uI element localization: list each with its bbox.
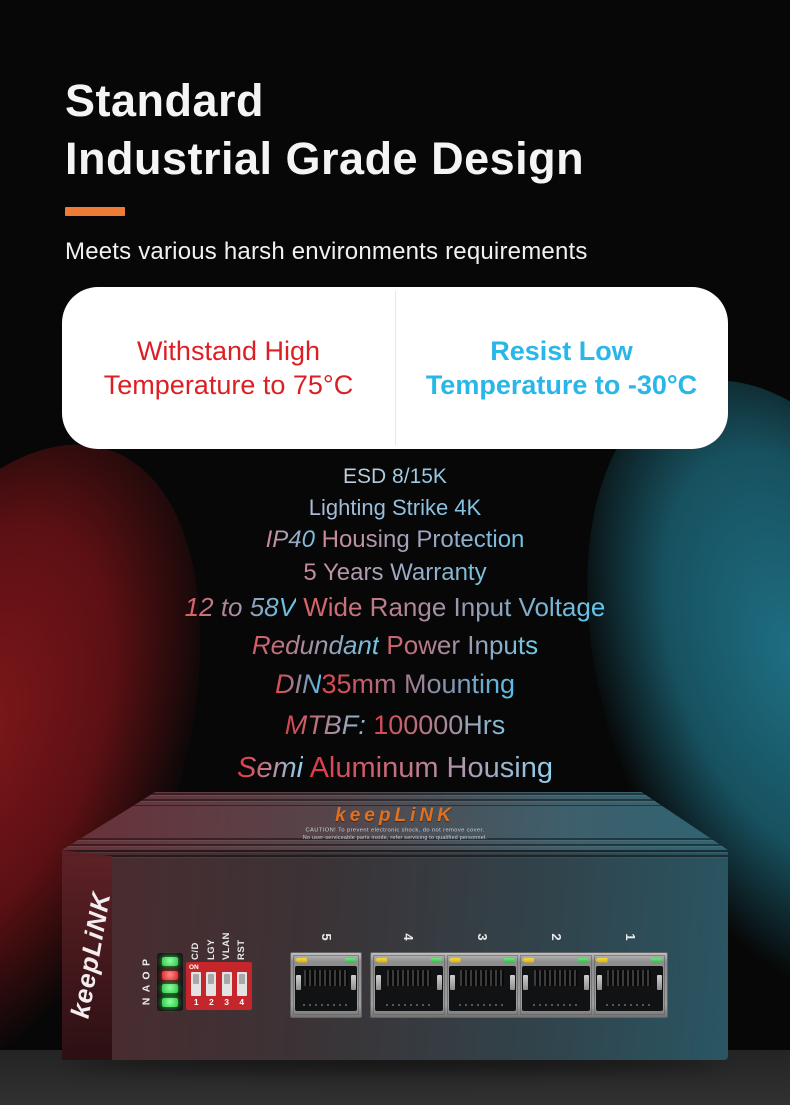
caution-line-2: No user-serviceable parts inside, refer …: [302, 834, 488, 841]
port-5-jack-unit: [293, 955, 359, 1015]
device-top-face: keepLiNK CAUTION! To prevent electronic …: [62, 792, 728, 850]
dip-switch-3: [221, 972, 232, 996]
led-label-p: P: [140, 959, 153, 967]
caution-line-1: To prevent electronic shock, do not remo…: [338, 827, 485, 834]
title-line-1: Standard: [65, 75, 265, 126]
brand-logo-top: keepLiNK: [335, 805, 455, 826]
port-2-pins: [533, 970, 578, 986]
front-bevel-ridges: [62, 850, 728, 859]
port-2-link-led: [577, 957, 590, 963]
feature-din-mounting: DIN35mm Mounting: [274, 669, 516, 699]
feature-voltage: 12 to 58V Wide Range Input Voltage: [184, 592, 606, 622]
dip-label-rst: RST: [236, 939, 247, 961]
dip-switch-1: [191, 972, 202, 996]
high-temp-line-2: Temperature to 75°C: [103, 370, 354, 400]
dip-switch-block: ON 1 2 3 4: [186, 962, 252, 1010]
port-number-2: 2: [549, 933, 564, 941]
alarm-led: [162, 970, 178, 980]
port-number-1: 1: [623, 933, 638, 941]
page-subtitle: Meets various harsh environments require…: [65, 238, 588, 265]
dip-num-1: 1: [193, 997, 199, 1007]
title-accent-dash: [65, 207, 125, 216]
status-led: [162, 984, 178, 994]
port-5-activity-led: [295, 957, 307, 963]
port-5-link-led: [345, 957, 357, 963]
port-4-pins: [386, 970, 431, 986]
feature-mtbf: MTBF: 100000Hrs: [284, 710, 506, 740]
high-temp-line-1: Withstand High: [136, 336, 321, 366]
feature-esd: ESD 8/15K: [343, 465, 447, 488]
network-led: [162, 997, 178, 1007]
dip-switch-4: [236, 972, 247, 996]
port-1-socket: [595, 966, 663, 1011]
feature-housing: Semi Aluminum Housing: [237, 752, 553, 784]
temperature-card: Withstand High Temperature to 75°C Resis…: [62, 287, 728, 449]
rj45-port-5: [290, 952, 362, 1018]
rj45-port-4: [373, 955, 445, 1015]
rj45-port-1: [594, 955, 666, 1015]
port-number-4: 4: [401, 933, 416, 941]
dip-num-4: 4: [239, 997, 245, 1007]
port-1-link-led: [651, 957, 663, 963]
port-4-activity-led: [375, 957, 387, 963]
status-led-strip: [157, 953, 183, 1011]
feature-warranty: 5 Years Warranty: [303, 559, 487, 586]
port-number-5: 5: [319, 933, 334, 941]
rj45-port-group: [370, 952, 668, 1018]
dip-on-label: ON: [189, 964, 199, 971]
low-temp-line-2: Temperature to -30°C: [425, 370, 698, 400]
device-left-face: [62, 850, 112, 1060]
port-5-pins: [304, 970, 348, 986]
low-temperature-panel: Resist Low Temperature to -30°C: [395, 287, 728, 449]
port-4-socket: [375, 966, 443, 1011]
port-1-pins: [607, 970, 652, 986]
title-line-2: Industrial Grade Design: [65, 133, 585, 184]
status-led-labels: P O A N: [140, 956, 154, 1008]
port-4-link-led: [430, 957, 443, 963]
led-label-a: A: [140, 984, 153, 993]
feature-redundant-power: Redundant Power Inputs: [251, 630, 539, 660]
port-3-activity-led: [448, 957, 461, 963]
caution-text: CAUTION! To prevent electronic shock, do…: [122, 828, 668, 842]
caution-title: CAUTION!: [305, 827, 337, 834]
led-label-o: O: [140, 971, 153, 980]
page-title: Standard Industrial Grade Design: [65, 72, 584, 188]
card-divider: [395, 291, 396, 445]
port-5-socket: [295, 966, 357, 1011]
led-label-n: N: [140, 997, 153, 1006]
dip-switch-numbers: 1 2 3 4: [186, 997, 252, 1009]
port-1-activity-led: [595, 957, 608, 963]
dip-label-vlan: VLAN: [221, 932, 232, 960]
high-temperature-panel: Withstand High Temperature to 75°C: [62, 287, 395, 449]
dip-label-cd: C/D: [190, 942, 201, 960]
low-temp-line-1: Resist Low: [490, 336, 633, 366]
rj45-port-2: [520, 955, 592, 1015]
dip-switch-2: [206, 972, 217, 996]
dip-switches: [186, 972, 252, 996]
port-3-link-led: [504, 957, 516, 963]
port-number-3: 3: [475, 933, 490, 941]
feature-ip40: IP40 Housing Protection: [265, 526, 525, 553]
switch-device: keepLiNK CAUTION! To prevent electronic …: [62, 792, 728, 1060]
dip-label-lgy: LGY: [206, 938, 217, 960]
feature-list: ESD 8/15K Lighting Strike 4K IP40 Housin…: [0, 462, 790, 790]
rj45-port-3: [447, 955, 519, 1015]
power-led: [162, 957, 178, 967]
port-3-socket: [448, 966, 516, 1011]
feature-lightning: Lighting Strike 4K: [308, 495, 482, 520]
port-3-pins: [460, 970, 505, 986]
bottom-heatsink-fins: [62, 838, 728, 849]
dip-num-3: 3: [224, 997, 229, 1007]
port-2-activity-led: [522, 957, 534, 963]
top-heatsink-fins: [62, 793, 728, 806]
port-2-socket: [522, 966, 590, 1011]
dip-num-2: 2: [209, 997, 214, 1007]
